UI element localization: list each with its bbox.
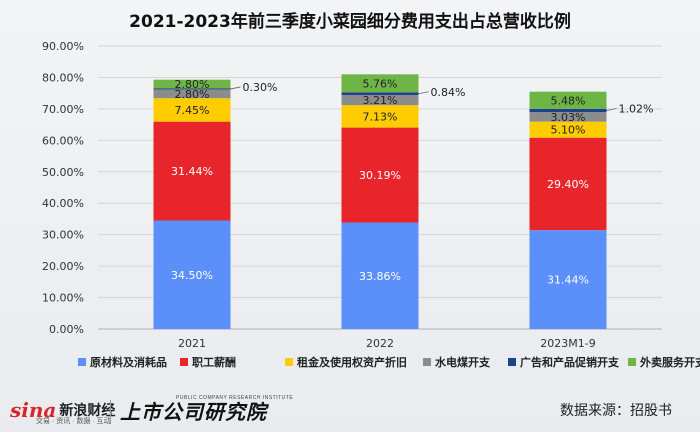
data-label: 30.19% — [359, 169, 401, 182]
sina-logo-cn: 新浪财经 — [59, 402, 116, 418]
data-label: 5.10% — [551, 124, 586, 137]
data-label: 1.02% — [619, 103, 654, 116]
data-label: 34.50% — [171, 269, 213, 282]
x-axis: 2021 2022 2023M1-9 — [178, 337, 596, 350]
legend-swatch — [423, 358, 431, 366]
data-label: 5.76% — [363, 77, 398, 90]
sina-logo-word: sina — [10, 398, 57, 422]
bar-segment — [153, 220, 231, 329]
research-institute-logo: 上市公司研究院 PUBLIC COMPANY RESEARCH INSTITUT… — [120, 395, 293, 425]
callout-line — [606, 108, 617, 111]
legend-swatch — [285, 358, 293, 366]
y-tick-label: 10.00% — [42, 292, 84, 305]
y-tick-label: 20.00% — [42, 260, 84, 273]
bar-segment — [153, 89, 231, 99]
data-label: 7.13% — [363, 110, 398, 123]
data-label: 0.84% — [431, 86, 466, 99]
chart-title: 2021-2023年前三季度小菜园细分费用支出占总营收比例 — [129, 11, 571, 32]
legend: 原材料及消耗品 职工薪酬 租金及使用权资产折旧 水电煤开支 广告和产品促销开支 外卖服务开… — [78, 355, 700, 369]
legend-label: 租金及使用权资产折旧 — [297, 355, 407, 369]
data-label: 33.86% — [359, 270, 401, 283]
y-tick-label: 0.00% — [49, 323, 84, 336]
bar-segment — [341, 222, 419, 329]
data-label: 2.80% — [175, 78, 210, 91]
legend-label: 广告和产品促销开支 — [520, 355, 620, 369]
x-tick-label: 2022 — [366, 337, 394, 350]
footer: sina 新浪财经 交易 · 资讯 · 数据 · 互动 上市公司研究院 PUBL… — [0, 392, 700, 432]
bar-segment — [153, 98, 231, 122]
data-label: 5.48% — [551, 94, 586, 107]
data-label: 31.44% — [171, 165, 213, 178]
callout-line — [418, 91, 429, 95]
bar-segment — [341, 105, 419, 128]
x-tick-label: 2023M1-9 — [540, 337, 595, 350]
legend-swatch — [508, 358, 516, 366]
bars: 34.50% 31.44% 7.45% 2.80% 0.30% 2.80% 33.86% 30… — [153, 74, 654, 329]
legend-swatch — [78, 358, 86, 366]
legend-swatch — [180, 358, 188, 366]
bar-segment — [153, 79, 231, 89]
data-label: 3.03% — [551, 111, 586, 124]
data-label: 31.44% — [547, 274, 589, 287]
y-tick-label: 60.00% — [42, 134, 84, 147]
y-tick-label: 90.00% — [42, 40, 84, 53]
bar-segment — [529, 91, 607, 109]
sina-finance-logo: sina 新浪财经 — [10, 398, 115, 422]
legend-label: 水电煤开支 — [435, 355, 491, 369]
bar-segment — [153, 121, 231, 221]
bar-segment — [529, 121, 607, 138]
data-label: 0.30% — [243, 81, 278, 94]
y-tick-label: 30.00% — [42, 229, 84, 242]
legend-label: 原材料及消耗品 — [90, 355, 167, 369]
data-label: 29.40% — [547, 178, 589, 191]
y-tick-label: 70.00% — [42, 103, 84, 116]
bar-segment — [341, 127, 419, 223]
legend-label: 外卖服务开支 — [639, 355, 700, 369]
callout-line — [230, 86, 241, 90]
bar-segment — [529, 137, 607, 231]
bar-segment — [529, 112, 607, 122]
data-source: 数据来源：招股书 — [560, 402, 672, 418]
bar-segment — [341, 95, 419, 106]
bar-segment — [529, 230, 607, 329]
research-institute-cn: 上市公司研究院 — [120, 400, 267, 424]
legend-label: 职工薪酬 — [192, 355, 236, 369]
legend-swatch — [628, 358, 636, 366]
bar-segment — [529, 108, 607, 113]
bar-segment — [341, 92, 419, 96]
logo-divider — [110, 400, 111, 424]
data-label: 7.45% — [175, 104, 210, 117]
x-tick-label: 2021 — [178, 337, 206, 350]
y-tick-label: 50.00% — [42, 166, 84, 179]
bar-segment — [341, 74, 419, 93]
y-tick-label: 80.00% — [42, 71, 84, 84]
research-institute-en: PUBLIC COMPANY RESEARCH INSTITUTE — [176, 395, 294, 401]
y-tick-label: 40.00% — [42, 197, 84, 210]
data-label: 2.80% — [175, 88, 210, 101]
data-label: 3.21% — [363, 94, 398, 107]
sina-logo-sub: 交易 · 资讯 · 数据 · 互动 — [36, 418, 111, 425]
y-axis: 0.00% 10.00% 20.00% 30.00% 40.00% 50.00% 60.00… — [42, 40, 84, 336]
bar-segment — [153, 88, 231, 90]
